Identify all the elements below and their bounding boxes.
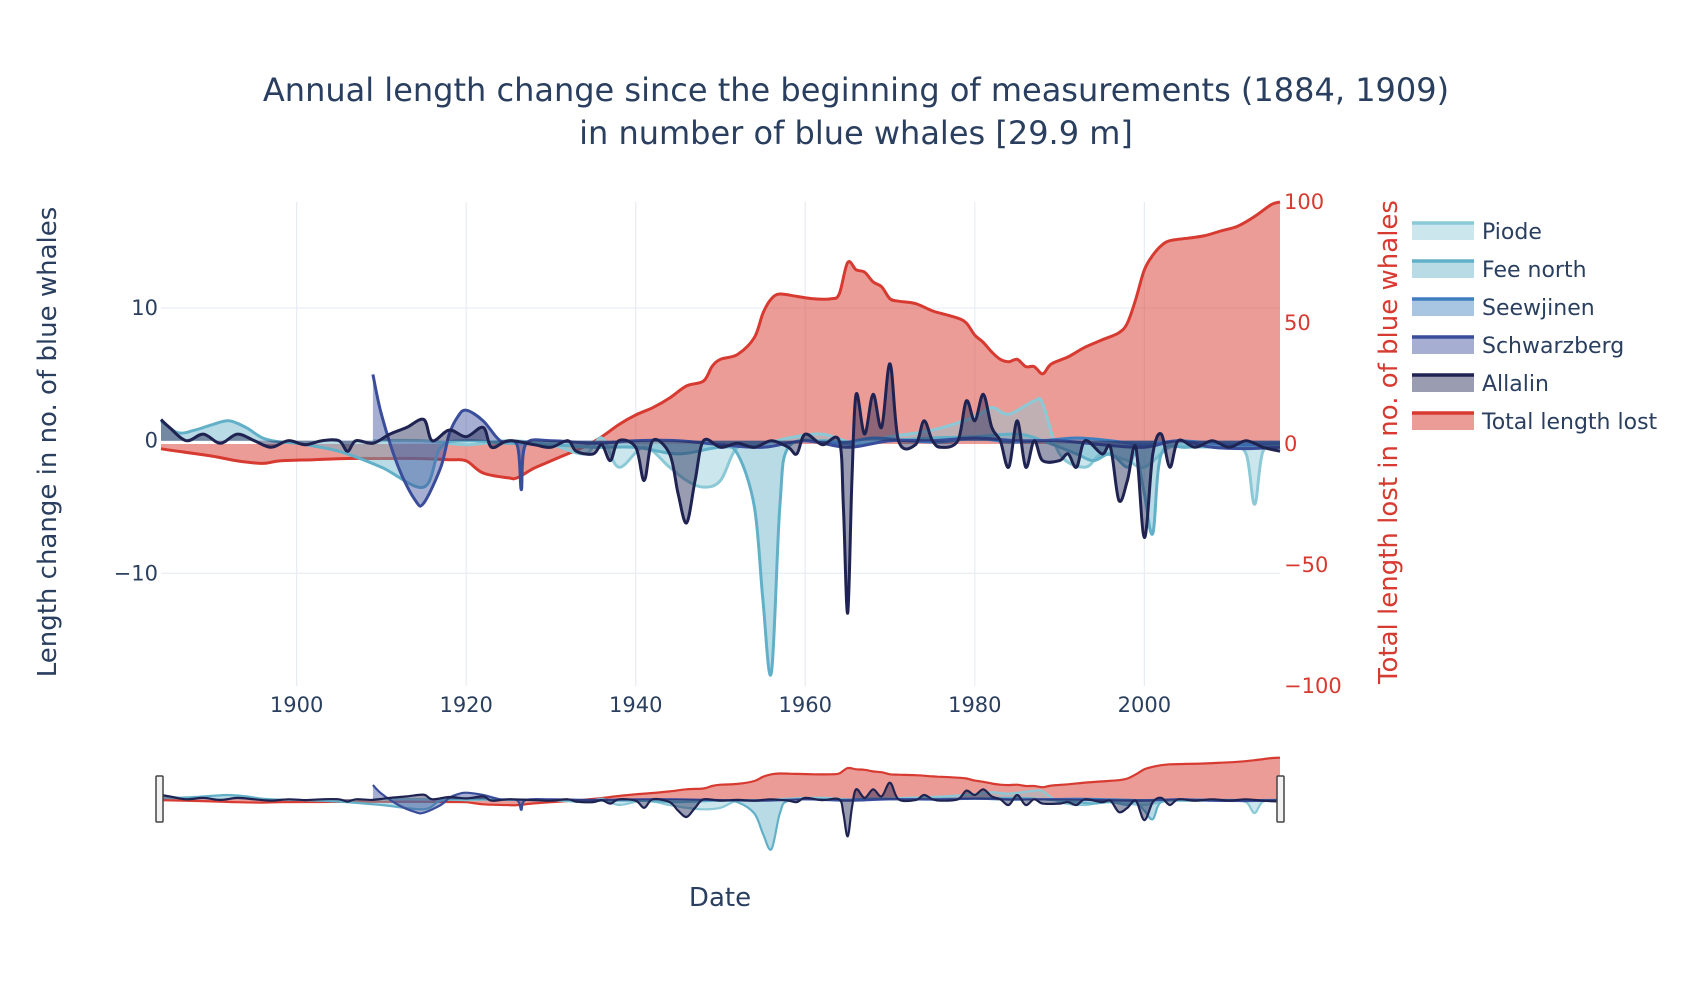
y-left-tick-label: −10 [114, 561, 158, 585]
legend-swatch [1412, 298, 1474, 316]
y-right-tick-label: 0 [1284, 432, 1297, 456]
y-right-tick-label: 50 [1284, 311, 1311, 335]
y-right-axis-title: Total length lost in no. of blue whales [1374, 200, 1404, 685]
legend-label: Allalin [1482, 372, 1549, 397]
series-line-piode [372, 396, 1281, 506]
legend-item-piode[interactable]: Piode [1412, 220, 1542, 245]
x-tick-label: 2000 [1118, 693, 1171, 717]
x-axis-title: Date [689, 883, 751, 913]
main-plot-area[interactable] [159, 200, 1281, 677]
x-tick-label: 1940 [609, 693, 662, 717]
y-left-axis-title: Length change in no. of blue whales [33, 207, 63, 678]
legend-item-allalin[interactable]: Allalin [1412, 372, 1549, 397]
preview-line-total-length-lost [160, 756, 1281, 807]
legend: Piode Fee north Seewjinen Schwarzberg Allali… [1412, 220, 1658, 435]
legend-label: Seewjinen [1482, 296, 1595, 321]
series-line-allalin [159, 362, 1281, 615]
series-line-total-length-lost [160, 200, 1281, 481]
y-right-tick-label: −100 [1284, 674, 1342, 698]
chart-title-line2: in number of blue whales [29.9 m] [579, 114, 1133, 152]
legend-swatch [1412, 412, 1474, 430]
legend-item-schwarzberg[interactable]: Schwarzberg [1412, 334, 1624, 359]
range-slider-left-handle[interactable] [155, 775, 164, 823]
legend-swatch [1412, 222, 1474, 240]
y-left-axis-ticks: −10 0 10 [114, 296, 158, 585]
legend-label: Fee north [1482, 258, 1587, 283]
legend-swatch [1412, 336, 1474, 354]
range-slider-right-handle[interactable] [1276, 775, 1285, 823]
y-right-tick-label: 100 [1284, 190, 1324, 214]
range-slider[interactable] [155, 756, 1285, 851]
legend-swatch [1412, 260, 1474, 278]
preview-line-allalin [160, 781, 1281, 838]
x-axis-ticks: 1900 1920 1940 1960 1980 2000 [270, 693, 1171, 717]
legend-item-seewjinen[interactable]: Seewjinen [1412, 296, 1595, 321]
x-tick-label: 1980 [948, 693, 1001, 717]
legend-label: Schwarzberg [1482, 334, 1624, 359]
legend-item-total-length-lost[interactable]: Total length lost [1412, 410, 1658, 435]
legend-label: Total length lost [1481, 410, 1658, 435]
x-tick-label: 1960 [779, 693, 832, 717]
legend-swatch [1412, 374, 1474, 392]
y-right-axis-ticks: −100 −50 0 50 100 [1284, 190, 1342, 698]
y-left-tick-label: 0 [145, 429, 158, 453]
series-area-total-length-lost [161, 202, 1280, 479]
chart-title-line1: Annual length change since the beginning… [263, 71, 1449, 109]
x-tick-label: 1900 [270, 693, 323, 717]
legend-label: Piode [1482, 220, 1542, 245]
y-left-tick-label: 10 [131, 296, 158, 320]
x-tick-label: 1920 [439, 693, 492, 717]
legend-item-fee-north[interactable]: Fee north [1412, 258, 1587, 283]
y-right-tick-label: −50 [1284, 553, 1328, 577]
range-slider-preview [160, 756, 1281, 851]
